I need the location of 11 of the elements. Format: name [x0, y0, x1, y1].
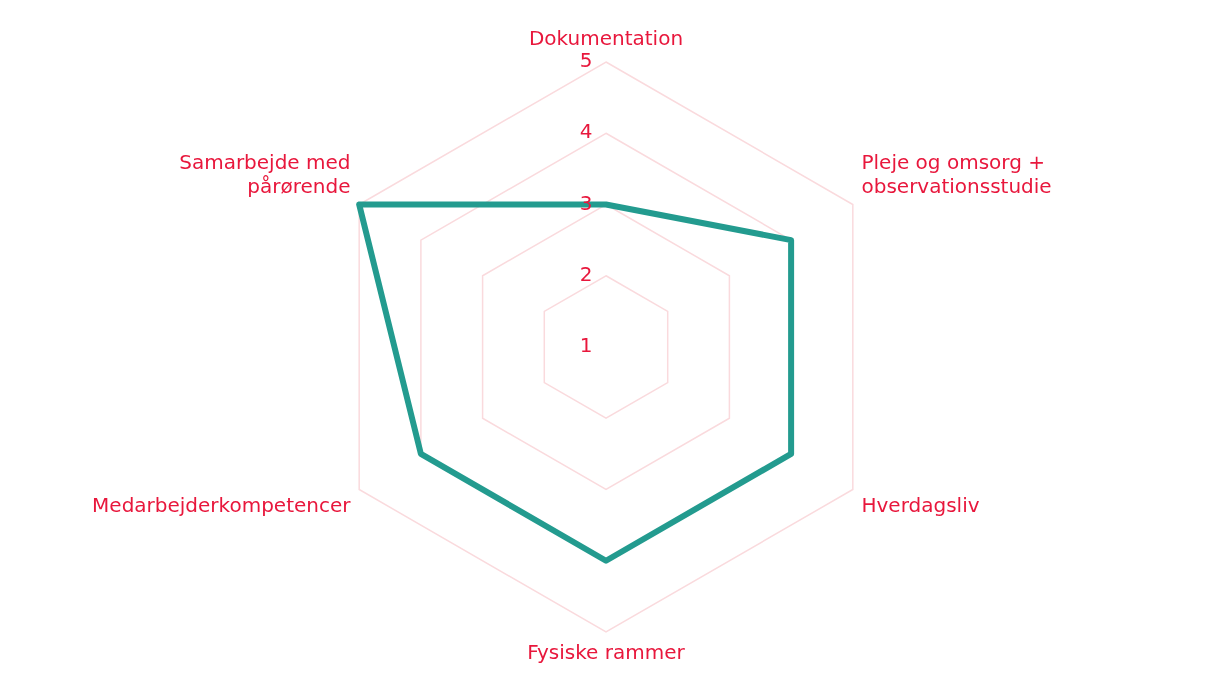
y-tick-label: 4	[579, 119, 593, 144]
y-tick-label: 2	[579, 261, 593, 286]
spoke-label: Medarbejderkompetencer	[92, 492, 352, 517]
y-tick-label: 1	[579, 333, 593, 358]
y-tick-label: 3	[579, 190, 593, 215]
spoke-label: Dokumentation	[528, 26, 684, 51]
spoke-label: Fysiske rammer	[527, 640, 686, 665]
y-tick-label: 5	[579, 48, 593, 73]
spoke-label: Hverdagsliv	[861, 492, 980, 517]
spoke-label: Pleje og omsorg + observationsstudie	[861, 149, 1052, 198]
spoke-label: Samarbejde med pårørende	[179, 149, 351, 198]
